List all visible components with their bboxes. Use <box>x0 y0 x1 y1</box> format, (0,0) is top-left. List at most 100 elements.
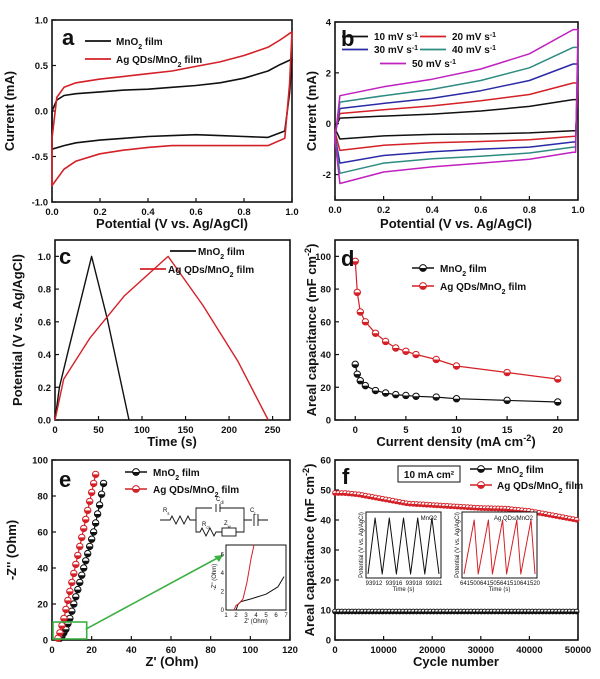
inset-x-tick: 641505 <box>480 581 501 587</box>
marker-fill <box>84 553 91 557</box>
inset-x-tick: 2 <box>234 613 238 619</box>
data-point <box>361 381 370 390</box>
inset-x-tick: 4 <box>254 613 258 619</box>
marker-fill <box>382 341 389 345</box>
marker-fill <box>84 510 91 514</box>
x-tick-label: 80 <box>205 645 216 656</box>
marker-fill <box>74 589 81 593</box>
x-tick-label: 100 <box>242 645 258 656</box>
x-tick-label: 200 <box>221 425 237 436</box>
marker-fill <box>62 629 70 633</box>
inset-y-title: Potential (V vs. Ag/AgCl) <box>455 512 461 578</box>
x-tick-label: 0.4 <box>426 205 440 216</box>
x-tick-label: 1.0 <box>571 205 584 216</box>
x-tick-label: 50000 <box>565 645 591 656</box>
inset-x-tick: 93918 <box>406 581 423 587</box>
x-tick-label: 0.0 <box>45 207 58 218</box>
data-point <box>70 569 78 578</box>
marker-fill <box>503 372 511 376</box>
circuit-label-cl: CL <box>250 508 257 516</box>
marker-fill <box>503 400 511 404</box>
marker-fill <box>352 261 359 265</box>
data-point <box>64 596 72 605</box>
inset-x-tick: 7 <box>284 613 288 619</box>
marker-fill <box>90 483 97 487</box>
panel-label: a <box>62 25 75 50</box>
marker-fill <box>554 402 561 406</box>
x-tick-label: 10 <box>451 425 462 436</box>
y-axis-title: Areal capacitance (mF cm-2) <box>303 244 319 417</box>
y-tick-label: 1.0 <box>38 252 51 263</box>
y-tick-label: 40 <box>320 516 331 527</box>
plot-frame <box>54 239 291 421</box>
marker-fill <box>92 474 99 478</box>
y-tick-label: 0.4 <box>38 350 52 361</box>
data-point <box>93 510 102 518</box>
legend-swatch <box>419 282 427 290</box>
data-point <box>392 344 400 352</box>
capacitor-cdl <box>195 504 245 520</box>
x-tick-label: 0 <box>332 645 337 656</box>
marker-fill <box>68 611 76 615</box>
marker-fill <box>70 573 78 577</box>
marker-fill <box>372 390 379 394</box>
resistor-rct <box>195 520 222 538</box>
legend-entry: 50 mV s-1 <box>412 59 456 71</box>
marker-fill <box>402 351 410 355</box>
marker-fill <box>362 321 369 326</box>
data-point <box>432 355 440 364</box>
x-tick-label: 0.8 <box>237 207 250 218</box>
data-point <box>58 621 66 630</box>
x-tick-label: 0 <box>49 645 54 656</box>
y-tick-label: 0.0 <box>38 416 51 427</box>
zoom-arrow <box>85 554 224 630</box>
data-point <box>95 501 104 509</box>
marker-fill <box>412 396 420 400</box>
inset-x-tick: 6 <box>274 613 278 619</box>
data-point <box>97 490 106 498</box>
y-tick-label: 20 <box>320 383 331 394</box>
data-point <box>412 350 420 359</box>
y-tick-label: 80 <box>320 285 331 296</box>
data-point <box>85 542 94 551</box>
y-tick-label: 60 <box>320 456 331 467</box>
data-point <box>402 391 410 400</box>
marker-fill <box>453 366 460 370</box>
inset-x-tick: 5 <box>264 613 268 619</box>
data-point <box>89 479 98 488</box>
panel-label: d <box>341 246 354 271</box>
marker-fill <box>60 618 68 622</box>
data-point <box>361 318 370 326</box>
x-tick-label: 40 <box>126 645 137 656</box>
zoom-arrow-head <box>214 555 223 562</box>
data-point <box>80 524 88 533</box>
marker-fill <box>86 546 93 550</box>
inset-x-tick: 93912 <box>366 581 383 587</box>
annotation-text: 10 mA cm² <box>404 470 455 481</box>
data-point <box>412 392 420 400</box>
y-axis-title: Current (mA) <box>304 71 319 151</box>
data-point <box>351 257 359 265</box>
y-tick-label: -1.0 <box>32 198 48 209</box>
series-line-1 <box>54 255 269 421</box>
y-tick-label: 1.0 <box>35 16 48 27</box>
y-tick-label: -0.5 <box>32 152 49 163</box>
legend-entry: Ag QDs/MnO2 film <box>116 55 202 69</box>
inset-x-title: Time (s) <box>489 587 511 593</box>
marker-fill <box>100 483 107 487</box>
data-point <box>89 528 98 536</box>
data-point <box>432 393 440 401</box>
marker-fill <box>98 494 105 498</box>
marker-fill <box>362 385 369 389</box>
x-tick-label: 0 <box>353 425 358 436</box>
data-point <box>573 608 580 615</box>
legend-entry: MnO2 film <box>153 468 200 482</box>
inset-x-tick: 641510 <box>500 581 521 587</box>
data-point <box>554 398 562 406</box>
marker-fill <box>357 380 364 384</box>
series-line-0 <box>54 255 130 421</box>
data-point <box>78 533 86 542</box>
